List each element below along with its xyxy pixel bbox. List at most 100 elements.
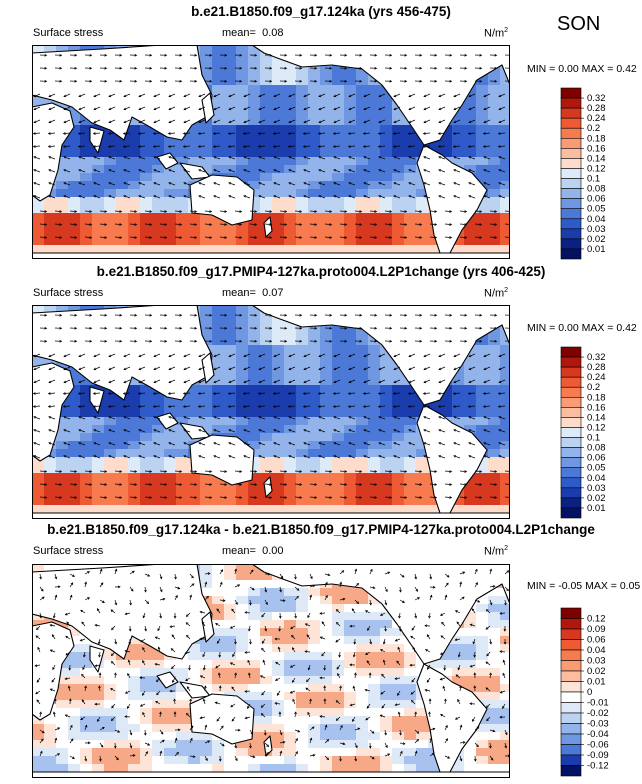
field-cell (488, 85, 501, 94)
field-cell (464, 133, 477, 142)
stress-vector-head (153, 380, 157, 384)
stress-vector-head (419, 210, 423, 213)
field-cell (224, 385, 237, 394)
field-cell (152, 425, 165, 434)
stress-vector-head (33, 416, 37, 419)
field-cell (224, 660, 237, 669)
stress-vector-head (348, 182, 352, 185)
field-cell (104, 457, 117, 466)
stress-vector-head (227, 405, 231, 408)
field-cell (104, 676, 117, 685)
field-cell (116, 409, 129, 418)
field-cell (332, 173, 345, 182)
field-cell (332, 109, 345, 118)
stress-vector (168, 132, 176, 134)
field-cell (404, 465, 417, 474)
field-cell (416, 700, 429, 709)
field-cell (236, 636, 249, 645)
stress-vector-head (468, 195, 472, 198)
stress-vector-head (78, 442, 82, 445)
stress-vector-head (213, 455, 217, 458)
stress-vector (363, 93, 371, 97)
stress-vector-head (479, 210, 483, 213)
field-cell (452, 417, 465, 426)
stress-vector (33, 106, 41, 110)
field-cell (272, 345, 285, 354)
field-cell (260, 676, 273, 685)
stress-vector-head (149, 483, 153, 486)
stress-vector-head (273, 94, 277, 98)
field-cell (32, 205, 45, 214)
stress-vector (84, 210, 92, 212)
field-cell (260, 377, 273, 386)
field-cell (488, 620, 501, 629)
field-cell (176, 676, 189, 685)
field-cell (176, 221, 189, 230)
field-cell (188, 660, 201, 669)
stress-vector (288, 195, 296, 199)
stress-vector-head (449, 496, 453, 499)
stress-vector (414, 210, 422, 212)
field-cell (440, 149, 453, 158)
field-cell (56, 157, 69, 166)
field-cell (248, 93, 261, 102)
field-cell (500, 393, 510, 402)
field-cell (500, 612, 510, 621)
stress-vector-head (93, 195, 97, 198)
stress-vector-head (438, 182, 442, 185)
stress-vector (438, 442, 446, 446)
stress-vector (153, 416, 161, 420)
stress-vector-head (153, 107, 157, 111)
field-cell (368, 245, 381, 254)
field-cell (344, 604, 357, 613)
field-cell (356, 441, 369, 450)
field-cell (212, 417, 225, 426)
stress-vector (183, 442, 191, 446)
field-cell (488, 465, 501, 474)
stress-vector-head (134, 236, 138, 239)
field-cell (176, 409, 189, 418)
stress-vector-head (48, 195, 52, 198)
stress-vector (318, 353, 326, 357)
field-cell (332, 700, 345, 709)
colorbar-tick-label: 0.18 (587, 133, 606, 144)
field-cell (248, 481, 261, 490)
stress-vector (423, 353, 431, 357)
field-cell (380, 425, 393, 434)
field-cell (128, 173, 141, 182)
stress-vector-head (453, 354, 457, 358)
stress-vector-head (179, 223, 183, 226)
stress-vector (78, 145, 86, 147)
field-cell (488, 652, 501, 661)
stress-vector (33, 392, 41, 394)
stress-vector (243, 366, 251, 370)
field-cell (128, 377, 141, 386)
field-cell (368, 628, 381, 637)
field-cell (212, 61, 225, 70)
stress-vector-head (287, 132, 291, 135)
stress-vector-head (213, 380, 217, 384)
stress-vector-head (393, 195, 397, 198)
stress-vector-head (59, 66, 63, 70)
field-cell (488, 205, 501, 214)
field-cell (464, 245, 477, 254)
field-cell (344, 385, 357, 394)
field-cell (104, 700, 117, 709)
field-cell (200, 141, 213, 150)
stress-vector (408, 429, 416, 433)
stress-vector-head (408, 429, 412, 432)
stress-vector (198, 429, 206, 433)
stress-vector-head (243, 367, 247, 371)
field-cell (344, 612, 357, 621)
field-cell (92, 676, 105, 685)
stress-vector-head (374, 326, 378, 330)
field-cell (320, 361, 333, 370)
field-cell (320, 441, 333, 450)
stress-vector (339, 236, 347, 238)
stress-vector (423, 442, 431, 446)
field-cell (116, 505, 129, 514)
stress-vector (453, 106, 461, 110)
field-cell (188, 481, 201, 490)
stress-vector (273, 392, 281, 394)
field-cell (248, 221, 261, 230)
